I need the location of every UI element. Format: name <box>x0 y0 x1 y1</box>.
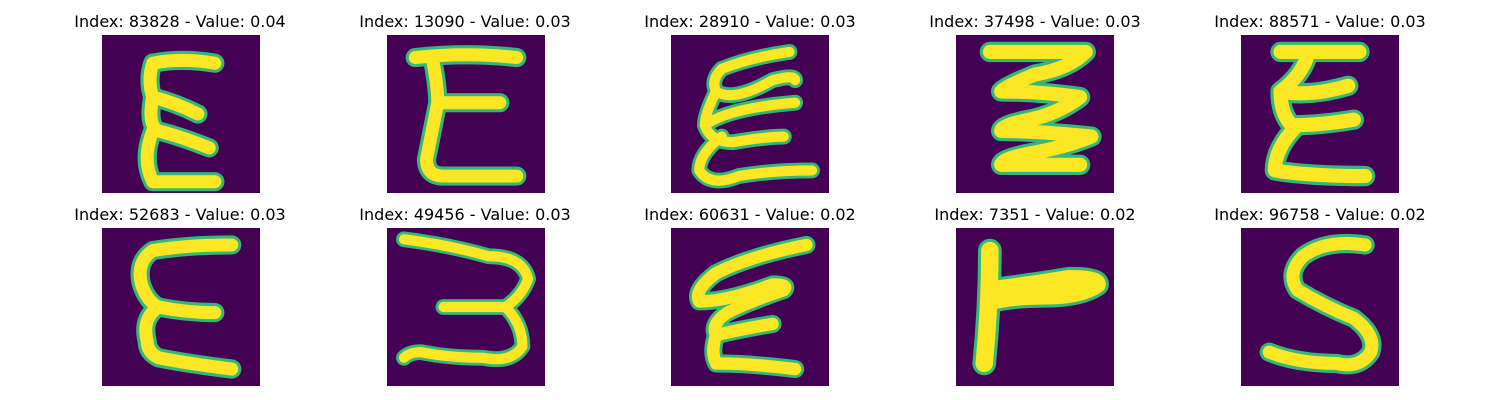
panel-title: Index: 60631 - Value: 0.02 <box>644 205 856 224</box>
panel-title: Index: 83828 - Value: 0.04 <box>74 12 286 31</box>
panel-title: Index: 96758 - Value: 0.02 <box>1214 205 1426 224</box>
glyph-svg <box>691 44 820 189</box>
glyph-svg <box>405 45 527 186</box>
digit-image <box>671 35 829 193</box>
glyph-svg <box>979 41 1102 175</box>
digit-image <box>1241 35 1399 193</box>
digit-image <box>956 35 1114 193</box>
panel-title: Index: 88571 - Value: 0.03 <box>1214 12 1426 31</box>
digit-image <box>387 228 545 386</box>
panel-title: Index: 7351 - Value: 0.02 <box>934 205 1136 224</box>
digit-image <box>1241 228 1399 386</box>
panel-title: Index: 13090 - Value: 0.03 <box>359 12 571 31</box>
digit-image <box>102 35 260 193</box>
glyph-svg <box>972 238 1109 376</box>
panel-title: Index: 37498 - Value: 0.03 <box>929 12 1141 31</box>
glyph-svg <box>130 235 242 379</box>
digit-image <box>956 228 1114 386</box>
panel-title: Index: 49456 - Value: 0.03 <box>359 205 571 224</box>
panel-title: Index: 28910 - Value: 0.03 <box>644 12 856 31</box>
glyph-svg <box>396 231 536 368</box>
glyph-svg <box>1259 233 1382 375</box>
glyph-svg <box>1264 41 1376 187</box>
digit-image <box>387 35 545 193</box>
glyph-svg <box>137 50 225 192</box>
digit-image <box>102 228 260 386</box>
glyph-svg <box>689 235 816 379</box>
digit-image <box>671 228 829 386</box>
panel-title: Index: 52683 - Value: 0.03 <box>74 205 286 224</box>
